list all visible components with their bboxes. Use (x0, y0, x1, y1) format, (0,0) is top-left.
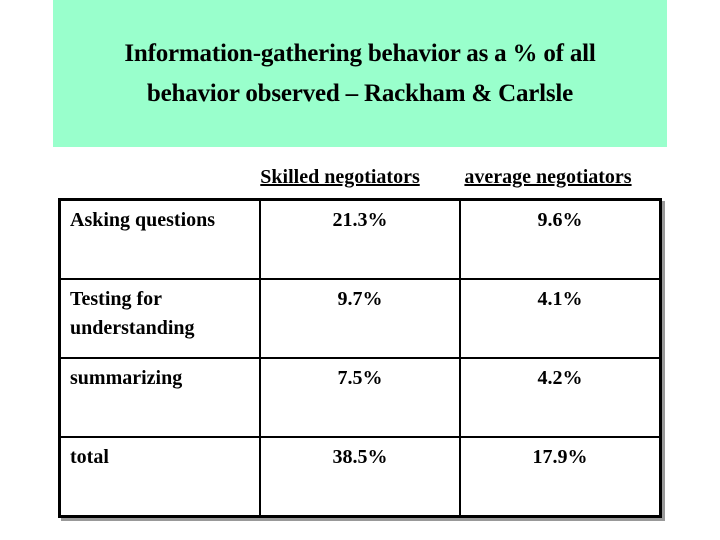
cell-testing-average: 4.1% (461, 280, 659, 357)
cell-total-skilled: 38.5% (261, 438, 459, 515)
column-header-average-negotiators: average negotiators (464, 166, 632, 188)
slide-title: Information-gathering behavior as a % of… (124, 34, 595, 114)
cell-summarizing-skilled: 7.5% (261, 359, 459, 436)
slide-title-line2: behavior observed – Rackham & Carlsle (146, 79, 574, 107)
cell-summarizing-average: 4.2% (461, 359, 659, 436)
row-label-total: total (61, 438, 259, 515)
cell-asking-average: 9.6% (461, 201, 659, 278)
negotiator-behavior-table: Asking questions 21.3% 9.6% Testing for … (58, 198, 662, 518)
cell-total-average: 17.9% (461, 438, 659, 515)
row-label-asking-questions: Asking questions (61, 201, 259, 278)
cell-testing-skilled: 9.7% (261, 280, 459, 357)
title-band: Information-gathering behavior as a % of… (53, 0, 667, 147)
cell-asking-skilled: 21.3% (261, 201, 459, 278)
row-label-testing-for-understanding: Testing for understanding (61, 280, 259, 357)
row-label-summarizing: summarizing (61, 359, 259, 436)
slide-title-line1: Information-gathering behavior as a % of… (124, 39, 596, 67)
column-header-skilled-negotiators: Skilled negotiators (260, 166, 420, 188)
